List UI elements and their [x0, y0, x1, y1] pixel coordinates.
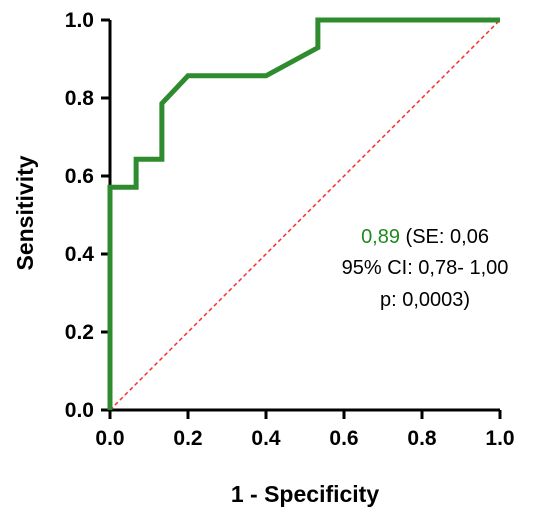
y-tick-label: 0.6 — [65, 165, 94, 188]
series-group — [107, 17, 501, 411]
annotation-line-2: 95% CI: 0,78- 1,00 — [342, 257, 509, 279]
y-tick-label: 0.0 — [65, 399, 94, 422]
annotation-line-3: p: 0,0003) — [380, 289, 470, 311]
reference-diagonal-line — [109, 19, 501, 411]
y-tick-label: 1.0 — [65, 9, 94, 32]
y-tick-label: 0.8 — [65, 87, 95, 110]
se-text: (SE: 0,06 — [400, 226, 489, 248]
roc-curve-line — [107, 17, 500, 410]
auc-annotation: 0,89 (SE: 0,06 95% CI: 0,78- 1,00 p: 0,0… — [342, 226, 509, 311]
y-tick-label: 0.2 — [65, 321, 94, 344]
x-tick-label: 1.0 — [485, 427, 514, 450]
x-tick-label: 0.2 — [173, 427, 202, 450]
annotation-line-1: 0,89 (SE: 0,06 — [361, 226, 489, 248]
x-tick-label: 0.4 — [251, 427, 281, 450]
x-tick-label: 0.8 — [407, 427, 437, 450]
auc-value: 0,89 — [361, 226, 400, 248]
x-axis-title: 1 - Specificity — [231, 481, 379, 507]
x-tick-label: 0.6 — [329, 427, 358, 450]
y-tick-label: 0.4 — [65, 243, 95, 266]
ticks: 0.0 0.2 0.4 0.6 0.8 1.0 0.0 0.2 0.4 0.6 0.8 1.0 — [65, 9, 515, 450]
y-axis-title: Sensitivity — [12, 155, 38, 270]
x-tick-label: 0.0 — [95, 427, 124, 450]
